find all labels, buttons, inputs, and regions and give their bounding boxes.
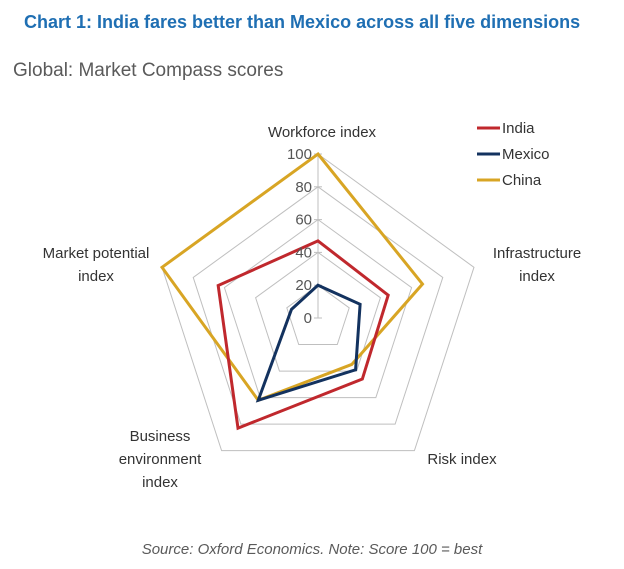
radar-axis-labels: Workforce index Infrastructure index Risk i… [43,124,582,491]
chart-source-note: Source: Oxford Economics. Note: Score 10… [141,541,483,558]
grid-ring-40 [255,251,381,372]
chart-title: Chart 1: India fares better than Mexico … [24,12,581,32]
tick-label-40: 40 [295,244,312,261]
tick-label-100: 100 [287,146,312,163]
axis-label-risk: Risk index [427,451,497,468]
legend-label-india: India [502,120,535,137]
axis-label-business: Business environment index [119,428,202,491]
axis-label-workforce: Workforce index [268,124,377,141]
chart-subtitle: Global: Market Compass scores [13,60,284,81]
radar-tick-labels: 0 20 40 60 80 100 [287,146,312,327]
legend-label-china: China [502,172,542,189]
tick-label-20: 20 [295,277,312,294]
grid-ring-80 [192,186,444,425]
legend-label-mexico: Mexico [502,146,550,163]
radar-grid [161,153,475,452]
axis-label-infrastructure: Infrastructure index [493,245,581,285]
grid-ring-20 [286,284,350,346]
tick-label-0: 0 [304,310,312,327]
axis-label-market: Market potential index [43,245,150,285]
tick-label-80: 80 [295,179,312,196]
chart-legend: India Mexico China [477,120,550,189]
series-mexico [255,283,362,403]
radar-series [159,151,425,431]
tick-label-60: 60 [295,212,312,229]
series-india [216,239,390,431]
series-china [159,151,425,403]
